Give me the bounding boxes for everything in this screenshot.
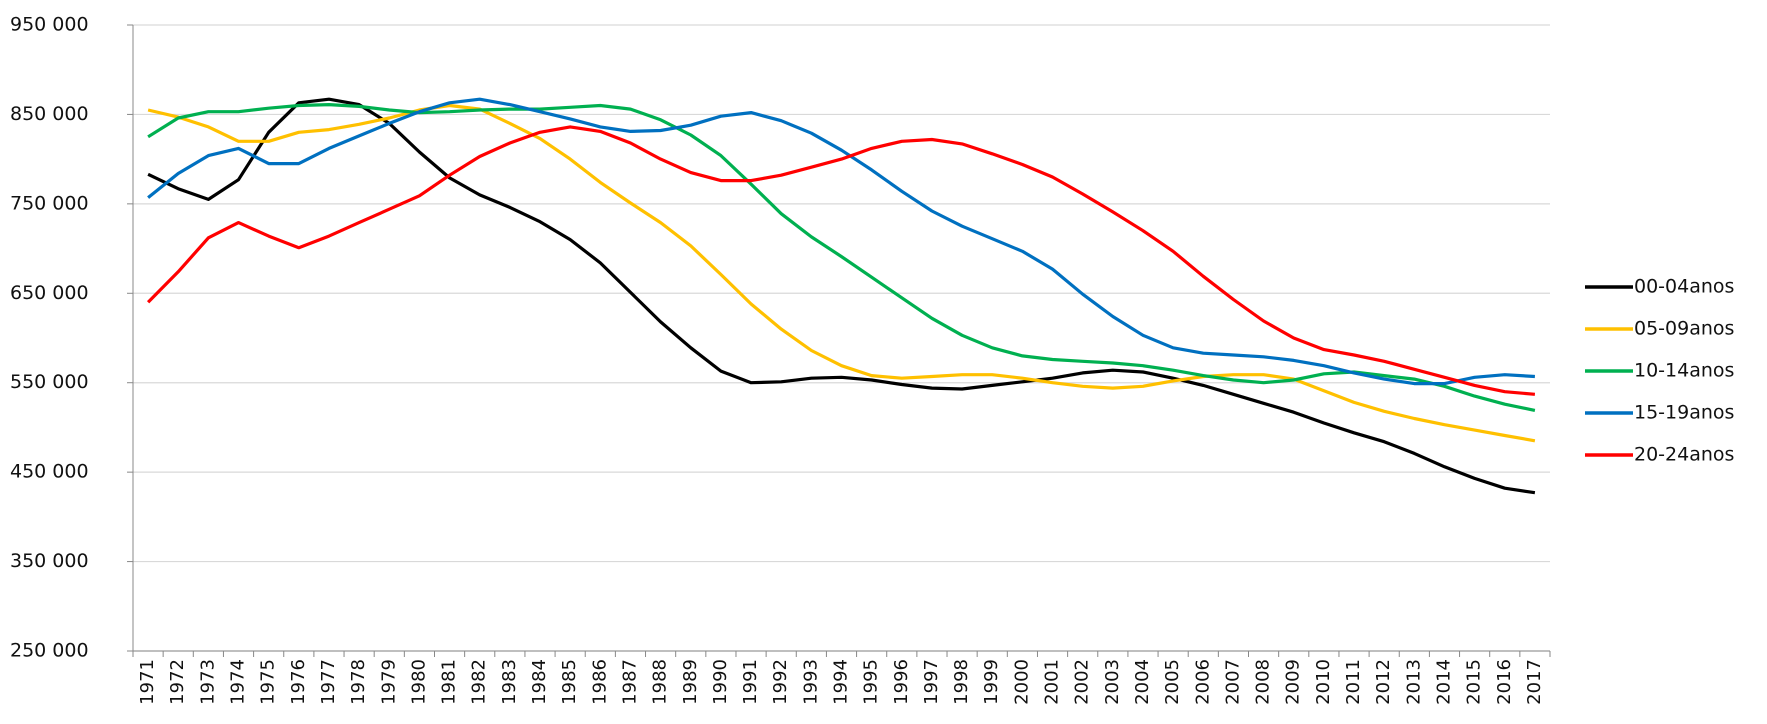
x-tick-label: 1992	[770, 659, 791, 705]
x-tick-label: 1998	[951, 659, 972, 705]
x-tick-label: 2006	[1192, 659, 1213, 705]
series-line	[148, 127, 1535, 394]
y-tick-label: 350 000	[10, 550, 89, 572]
x-tick-label: 2014	[1433, 659, 1454, 705]
x-tick-label: 1993	[800, 659, 821, 705]
x-tick-label: 2013	[1403, 659, 1424, 705]
x-tick-label: 1985	[559, 659, 580, 705]
x-tick-label: 2003	[1102, 659, 1123, 705]
y-tick-label: 450 000	[10, 461, 89, 483]
y-tick-label: 850 000	[10, 103, 89, 125]
x-tick-label: 1984	[529, 659, 550, 705]
x-tick-label: 1986	[589, 659, 610, 705]
x-tick-label: 1979	[378, 659, 399, 705]
x-tick-label: 2016	[1494, 659, 1515, 705]
legend-label: 10-14anos	[1634, 360, 1734, 382]
x-tick-label: 1999	[981, 659, 1002, 705]
x-tick-label: 1988	[650, 659, 671, 705]
x-tick-label: 1974	[228, 659, 249, 705]
x-tick-label: 2011	[1343, 659, 1364, 705]
y-tick-label: 250 000	[10, 640, 89, 662]
legend-label: 20-24anos	[1634, 444, 1734, 466]
x-tick-label: 1981	[439, 659, 460, 705]
x-tick-label: 1983	[499, 659, 520, 705]
x-tick-label: 1994	[831, 659, 852, 705]
x-tick-label: 1972	[167, 659, 188, 705]
x-tick-label: 1996	[891, 659, 912, 705]
x-tick-label: 2017	[1524, 659, 1545, 705]
x-tick-label: 2005	[1162, 659, 1183, 705]
x-tick-label: 2010	[1313, 659, 1334, 705]
x-tick-label: 1973	[197, 659, 218, 705]
x-tick-label: 1982	[469, 659, 490, 705]
y-tick-label: 650 000	[10, 282, 89, 304]
x-tick-label: 2007	[1222, 659, 1243, 705]
y-tick-label: 750 000	[10, 192, 89, 214]
x-tick-label: 1980	[408, 659, 429, 705]
legend-label: 05-09anos	[1634, 318, 1734, 340]
legend-label: 00-04anos	[1634, 276, 1734, 298]
x-tick-label: 1976	[288, 659, 309, 705]
x-tick-label: 2002	[1072, 659, 1093, 705]
x-tick-label: 2001	[1042, 659, 1063, 705]
x-tick-label: 2009	[1283, 659, 1304, 705]
legend-label: 15-19anos	[1634, 402, 1734, 424]
x-tick-label: 1978	[348, 659, 369, 705]
x-tick-label: 1987	[619, 659, 640, 705]
x-tick-label: 1975	[258, 659, 279, 705]
x-tick-label: 2015	[1464, 659, 1485, 705]
x-tick-label: 1977	[318, 659, 339, 705]
x-tick-label: 2012	[1373, 659, 1394, 705]
x-tick-label: 2008	[1253, 659, 1274, 705]
x-tick-label: 1989	[680, 659, 701, 705]
x-tick-label: 1971	[137, 659, 158, 705]
series-line	[148, 99, 1535, 383]
x-tick-label: 1990	[710, 659, 731, 705]
x-tick-label: 2000	[1011, 659, 1032, 705]
y-tick-label: 550 000	[10, 371, 89, 393]
y-tick-label: 950 000	[10, 14, 89, 36]
x-tick-label: 1997	[921, 659, 942, 705]
chart: 250 000 350 000 450 000 550 000 650 000 750 0…	[0, 0, 1767, 724]
x-tick-label: 1995	[861, 659, 882, 705]
x-tick-label: 2004	[1132, 659, 1153, 705]
x-tick-label: 1991	[740, 659, 761, 705]
series-line	[148, 106, 1535, 441]
